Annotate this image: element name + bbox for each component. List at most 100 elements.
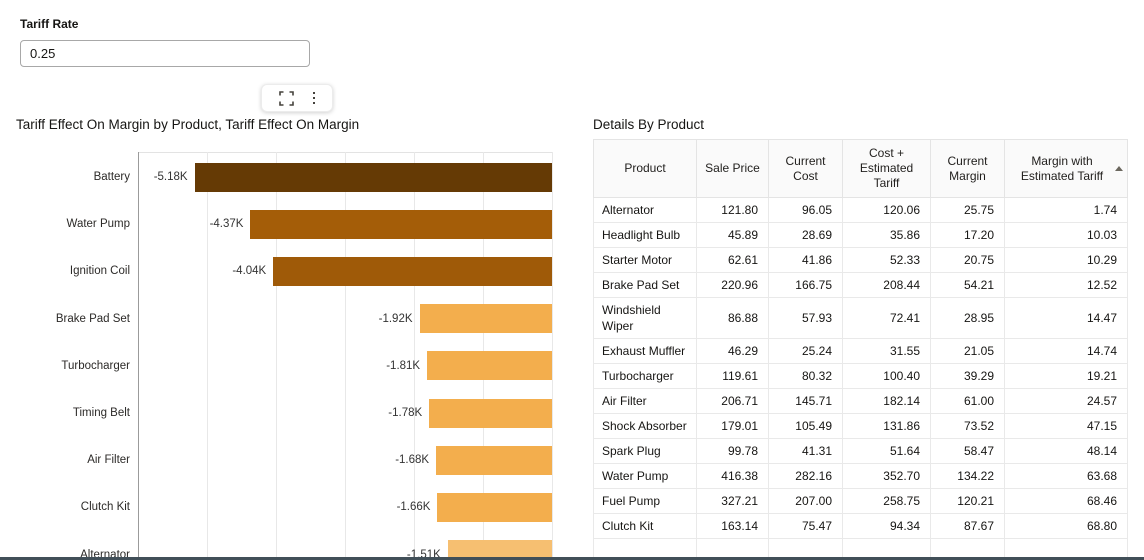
value-cell[interactable]: 352.70 (842, 463, 931, 489)
value-cell[interactable]: 75.47 (768, 513, 843, 539)
value-cell[interactable]: 105.49 (768, 413, 843, 439)
column-header-product[interactable]: Product (593, 139, 697, 198)
value-cell[interactable]: 41.31 (768, 438, 843, 464)
bar-turbocharger[interactable] (427, 351, 552, 381)
product-cell[interactable]: Clutch Kit (593, 513, 697, 539)
value-cell[interactable]: 416.38 (696, 463, 769, 489)
value-cell[interactable]: 87.67 (930, 513, 1005, 539)
value-cell[interactable]: 25.75 (930, 197, 1005, 223)
value-cell[interactable]: 24.57 (1004, 388, 1128, 414)
value-cell[interactable]: 120.06 (842, 197, 931, 223)
product-cell[interactable]: Brake Pad Set (593, 272, 697, 298)
value-cell[interactable]: 282.16 (768, 463, 843, 489)
value-cell[interactable]: 21.05 (930, 338, 1005, 364)
value-cell[interactable]: 80.32 (768, 363, 843, 389)
value-cell[interactable]: 258.75 (842, 488, 931, 514)
value-cell[interactable]: 166.75 (768, 272, 843, 298)
column-header-sale-price[interactable]: Sale Price (696, 139, 769, 198)
value-cell[interactable]: 35.86 (842, 222, 931, 248)
maximize-button[interactable] (277, 89, 296, 108)
bar-timing-belt[interactable] (429, 398, 552, 428)
table-row: Turbocharger 119.61 80.32 100.40 39.29 19.21 (593, 363, 1128, 389)
product-cell[interactable]: Air Filter (593, 388, 697, 414)
value-cell[interactable]: 14.47 (1004, 297, 1128, 339)
value-cell[interactable]: 72.41 (842, 297, 931, 339)
value-cell[interactable]: 119.61 (696, 363, 769, 389)
product-cell[interactable]: Alternator (593, 197, 697, 223)
product-cell[interactable]: Fuel Pump (593, 488, 697, 514)
value-cell[interactable]: 48.14 (1004, 438, 1128, 464)
value-cell[interactable]: 25.24 (768, 338, 843, 364)
column-header-current-margin[interactable]: Current Margin (930, 139, 1005, 198)
value-cell[interactable]: 10.29 (1004, 247, 1128, 273)
bar-chart[interactable]: Battery -5.18K Water Pump -4.37K Ignition Co… (0, 140, 580, 560)
value-cell[interactable]: 41.86 (768, 247, 843, 273)
value-cell[interactable]: 20.75 (930, 247, 1005, 273)
tariff-rate-input[interactable] (20, 40, 310, 67)
value-cell[interactable]: 51.64 (842, 438, 931, 464)
product-cell[interactable]: Exhaust Muffler (593, 338, 697, 364)
value-cell[interactable]: 62.61 (696, 247, 769, 273)
value-cell[interactable]: 61.00 (930, 388, 1005, 414)
value-cell[interactable]: 220.96 (696, 272, 769, 298)
value-cell[interactable]: 94.34 (842, 513, 931, 539)
bar-brake-pad-set[interactable] (419, 304, 552, 334)
product-cell[interactable]: Shock Absorber (593, 413, 697, 439)
value-cell[interactable]: 19.21 (1004, 363, 1128, 389)
product-cell[interactable]: Turbocharger (593, 363, 697, 389)
value-cell[interactable]: 163.14 (696, 513, 769, 539)
category-label: Turbocharger (61, 359, 130, 372)
value-cell[interactable]: 327.21 (696, 488, 769, 514)
value-cell[interactable]: 208.44 (842, 272, 931, 298)
value-cell[interactable]: 68.46 (1004, 488, 1128, 514)
product-cell[interactable]: Water Pump (593, 463, 697, 489)
product-cell[interactable]: Headlight Bulb (593, 222, 697, 248)
value-cell[interactable]: 134.22 (930, 463, 1005, 489)
bar-clutch-kit[interactable] (437, 492, 552, 522)
value-cell[interactable]: 73.52 (930, 413, 1005, 439)
value-cell[interactable]: 99.78 (696, 438, 769, 464)
column-header-current-cost[interactable]: Current Cost (768, 139, 843, 198)
value-cell[interactable]: 54.21 (930, 272, 1005, 298)
value-cell[interactable]: 52.33 (842, 247, 931, 273)
bar-ignition-coil[interactable] (273, 256, 552, 286)
bar-air-filter[interactable] (436, 445, 552, 475)
value-cell[interactable]: 96.05 (768, 197, 843, 223)
value-cell[interactable]: 206.71 (696, 388, 769, 414)
value-cell[interactable]: 68.80 (1004, 513, 1128, 539)
product-cell[interactable]: Windshield Wiper (593, 297, 697, 339)
column-header-cost-estimated-tariff[interactable]: Cost + Estimated Tariff (842, 139, 931, 198)
value-cell[interactable]: 1.74 (1004, 197, 1128, 223)
value-cell[interactable]: 45.89 (696, 222, 769, 248)
bar-water-pump[interactable] (250, 209, 552, 239)
kebab-menu-button[interactable] (311, 90, 318, 107)
value-cell[interactable]: 86.88 (696, 297, 769, 339)
value-cell[interactable]: 47.15 (1004, 413, 1128, 439)
value-cell[interactable]: 145.71 (768, 388, 843, 414)
value-cell[interactable]: 31.55 (842, 338, 931, 364)
column-header-margin-with-estimated-tariff[interactable]: Margin with Estimated Tariff (1004, 139, 1128, 198)
value-cell[interactable]: 58.47 (930, 438, 1005, 464)
value-cell[interactable]: 28.95 (930, 297, 1005, 339)
product-cell[interactable]: Spark Plug (593, 438, 697, 464)
value-cell[interactable]: 179.01 (696, 413, 769, 439)
value-cell[interactable]: 121.80 (696, 197, 769, 223)
bar-battery[interactable] (194, 162, 552, 192)
category-axis-line (138, 152, 139, 560)
value-cell[interactable]: 14.74 (1004, 338, 1128, 364)
bar-alternator[interactable] (447, 540, 552, 560)
value-cell[interactable]: 57.93 (768, 297, 843, 339)
value-cell[interactable]: 12.52 (1004, 272, 1128, 298)
product-cell[interactable]: Starter Motor (593, 247, 697, 273)
value-cell[interactable]: 100.40 (842, 363, 931, 389)
value-cell[interactable]: 63.68 (1004, 463, 1128, 489)
value-cell[interactable]: 207.00 (768, 488, 843, 514)
value-cell[interactable]: 39.29 (930, 363, 1005, 389)
value-cell[interactable]: 182.14 (842, 388, 931, 414)
value-cell[interactable]: 120.21 (930, 488, 1005, 514)
value-cell[interactable]: 17.20 (930, 222, 1005, 248)
value-cell[interactable]: 28.69 (768, 222, 843, 248)
value-cell[interactable]: 10.03 (1004, 222, 1128, 248)
value-cell[interactable]: 131.86 (842, 413, 931, 439)
value-cell[interactable]: 46.29 (696, 338, 769, 364)
